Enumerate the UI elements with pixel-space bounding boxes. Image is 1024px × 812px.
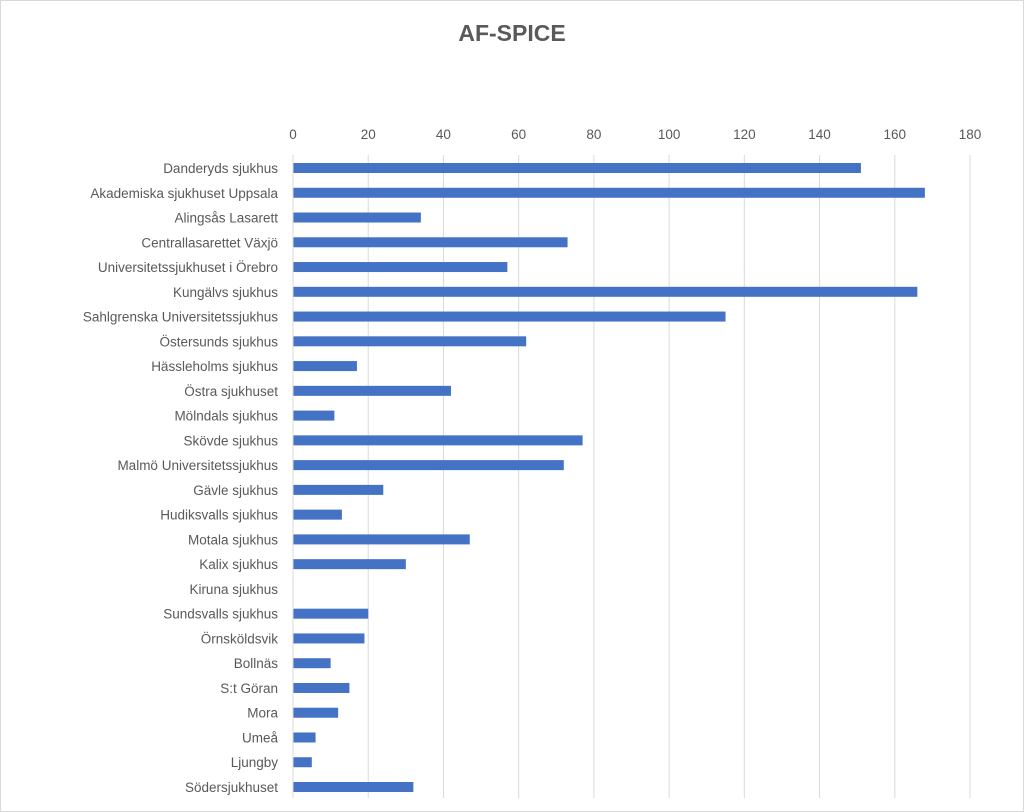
x-tick-label: 120 xyxy=(733,127,756,142)
bar xyxy=(293,286,918,297)
bar xyxy=(293,509,342,520)
bar xyxy=(293,460,564,471)
category-label: Skövde sjukhus xyxy=(183,433,278,448)
bar xyxy=(293,757,312,768)
category-label: Sahlgrenska Universitetssjukhus xyxy=(83,310,278,325)
bar xyxy=(293,435,583,446)
x-tick-label: 80 xyxy=(586,127,601,142)
category-label: Mölndals sjukhus xyxy=(174,409,278,424)
bar xyxy=(293,237,568,248)
bar xyxy=(293,361,357,372)
x-tick-label: 60 xyxy=(511,127,526,142)
bar xyxy=(293,212,421,223)
bar xyxy=(293,410,335,421)
category-label: Motala sjukhus xyxy=(188,532,278,547)
category-label: Kiruna sjukhus xyxy=(189,582,278,597)
bar xyxy=(293,163,861,173)
category-label: Akademiska sjukhuset Uppsala xyxy=(90,186,278,201)
bar xyxy=(293,658,331,669)
category-label: Malmö Universitetssjukhus xyxy=(117,458,278,473)
chart-title: AF-SPICE xyxy=(458,20,566,46)
bar xyxy=(293,732,316,743)
bar xyxy=(293,707,339,718)
category-label: Universitetssjukhuset i Örebro xyxy=(98,260,278,275)
bar xyxy=(293,484,384,495)
x-tick-label: 140 xyxy=(808,127,831,142)
category-label: Sundsvalls sjukhus xyxy=(163,607,278,622)
category-label: Gävle sjukhus xyxy=(193,483,278,498)
bar xyxy=(293,187,925,198)
category-label: Bollnäs xyxy=(234,656,279,671)
category-label: Östra sjukhuset xyxy=(184,384,278,399)
bar xyxy=(293,336,527,347)
x-tick-label: 100 xyxy=(658,127,681,142)
category-label: Östersunds sjukhus xyxy=(159,334,278,349)
category-label: Södersjukhuset xyxy=(185,780,278,795)
category-label: Hässleholms sjukhus xyxy=(151,359,278,374)
category-label: Kungälvs sjukhus xyxy=(173,285,278,300)
bar xyxy=(293,682,350,693)
x-tick-label: 20 xyxy=(361,127,376,142)
x-tick-label: 40 xyxy=(436,127,451,142)
x-tick-label: 180 xyxy=(959,127,982,142)
category-label: Hudiksvalls sjukhus xyxy=(160,508,278,523)
category-label: Umeå xyxy=(242,730,279,745)
bar xyxy=(293,534,470,545)
bar xyxy=(293,608,369,619)
bar xyxy=(293,311,726,322)
x-tick-label: 0 xyxy=(289,127,297,142)
category-label: Örnsköldsvik xyxy=(201,631,279,646)
category-label: Danderyds sjukhus xyxy=(163,161,278,176)
bar xyxy=(293,559,406,570)
bar xyxy=(293,385,451,396)
x-tick-label: 160 xyxy=(884,127,907,142)
category-label: Mora xyxy=(247,706,278,721)
bar xyxy=(293,633,365,644)
category-label: Ljungby xyxy=(231,755,279,770)
category-label: Centrallasarettet Växjö xyxy=(141,235,278,250)
category-label: S:t Göran xyxy=(220,681,278,696)
bar xyxy=(293,782,414,792)
category-label: Alingsås Lasarett xyxy=(174,211,278,226)
category-label: Kalix sjukhus xyxy=(199,557,278,572)
bar xyxy=(293,262,508,273)
